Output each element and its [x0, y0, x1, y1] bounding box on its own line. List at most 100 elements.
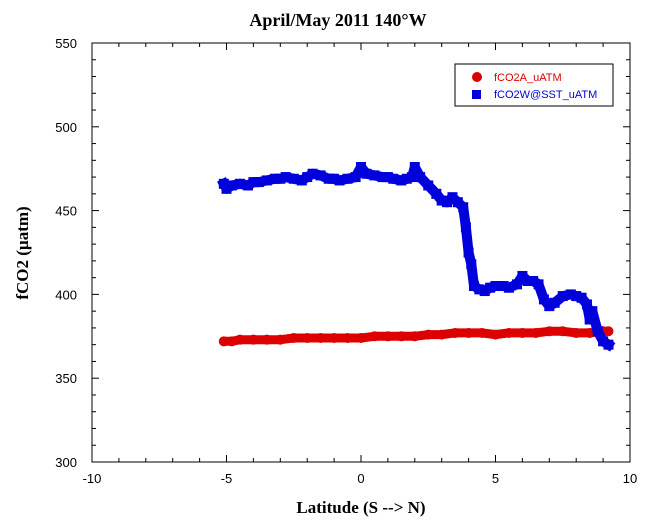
series-fco2w	[217, 162, 616, 352]
data-point	[485, 282, 496, 293]
x-axis-label: Latitude (S --> N)	[296, 498, 425, 517]
y-tick-label: 550	[55, 36, 77, 51]
data-point	[307, 168, 318, 179]
data-point	[409, 162, 420, 173]
data-point	[463, 327, 474, 338]
data-point	[581, 299, 592, 310]
data-point	[334, 175, 345, 186]
data-point	[603, 326, 614, 337]
data-point	[221, 183, 232, 194]
plot-area	[91, 42, 631, 463]
data-point	[549, 297, 560, 308]
data-point	[544, 301, 555, 312]
data-point	[498, 281, 509, 292]
data-point	[474, 284, 485, 295]
data-point	[458, 202, 469, 213]
data-point	[450, 327, 461, 338]
data-point	[226, 180, 237, 191]
data-point	[296, 175, 307, 186]
data-point	[243, 180, 254, 191]
data-point	[382, 331, 393, 342]
data-point	[275, 173, 286, 184]
y-tick-labels: 300 350 400 450 500 550	[55, 36, 77, 470]
data-point	[436, 329, 447, 340]
data-point	[533, 279, 544, 290]
data-point	[302, 332, 313, 343]
data-point	[329, 173, 340, 184]
legend-marker-fco2w	[472, 90, 481, 99]
data-point	[517, 270, 528, 281]
x-tick-labels: -10 -5 0 5 10	[83, 471, 638, 486]
data-point	[396, 331, 407, 342]
data-point	[315, 170, 326, 181]
data-point	[447, 192, 458, 203]
data-point	[218, 178, 229, 189]
data-point	[409, 331, 420, 342]
data-point	[479, 286, 490, 297]
data-point	[382, 172, 393, 183]
data-point	[288, 332, 299, 343]
y-tick-label: 500	[55, 120, 77, 135]
data-point	[431, 188, 442, 199]
data-point	[598, 336, 609, 347]
data-point	[261, 334, 272, 345]
data-point	[463, 247, 474, 258]
data-point	[477, 327, 488, 338]
legend-label-fco2w: fCO2W@SST_uATM	[494, 89, 597, 101]
chart-title: April/May 2011 140°W	[249, 10, 426, 30]
data-point	[436, 195, 447, 206]
data-point	[490, 281, 501, 292]
data-point	[490, 329, 501, 340]
legend-label-fco2a: fCO2A_uATM	[494, 72, 562, 84]
axis-ticks	[91, 42, 631, 463]
data-point	[576, 292, 587, 303]
data-point	[361, 168, 372, 179]
data-point	[571, 327, 582, 338]
data-point	[248, 177, 259, 188]
data-point	[288, 173, 299, 184]
data-point	[356, 162, 366, 173]
data-point	[234, 334, 245, 345]
data-point	[323, 173, 334, 184]
data-point	[253, 177, 264, 188]
data-point	[592, 326, 603, 337]
data-point	[218, 336, 229, 347]
data-point	[503, 327, 514, 338]
data-point	[603, 339, 614, 350]
data-point	[396, 175, 407, 186]
x-tick-label: 5	[492, 471, 499, 486]
x-tick-label: 10	[623, 471, 637, 486]
data-point	[528, 275, 539, 286]
data-point	[407, 172, 418, 183]
data-point	[342, 173, 353, 184]
data-point	[226, 336, 237, 347]
data-point	[530, 327, 541, 338]
data-point	[466, 259, 477, 270]
data-point	[401, 173, 412, 184]
data-point	[234, 178, 245, 189]
data-point	[369, 331, 380, 342]
data-point	[452, 197, 463, 208]
data-point	[415, 172, 426, 183]
data-point	[275, 334, 286, 345]
y-tick-label: 450	[55, 204, 77, 219]
data-point	[248, 334, 259, 345]
data-point	[503, 282, 514, 293]
data-point	[544, 326, 555, 337]
data-point	[538, 294, 549, 305]
data-point	[423, 329, 434, 340]
y-tick-label: 350	[55, 371, 77, 386]
data-point	[517, 327, 528, 338]
data-point	[423, 180, 434, 191]
legend: fCO2A_uATM fCO2W@SST_uATM	[454, 63, 614, 107]
data-point	[315, 332, 326, 343]
data-point	[329, 332, 340, 343]
y-tick-label: 400	[55, 287, 77, 302]
data-point	[557, 291, 568, 302]
legend-marker-fco2a	[472, 72, 482, 82]
data-point	[269, 173, 280, 184]
x-tick-label: -10	[83, 471, 102, 486]
data-point	[302, 172, 313, 183]
data-point	[377, 172, 388, 183]
